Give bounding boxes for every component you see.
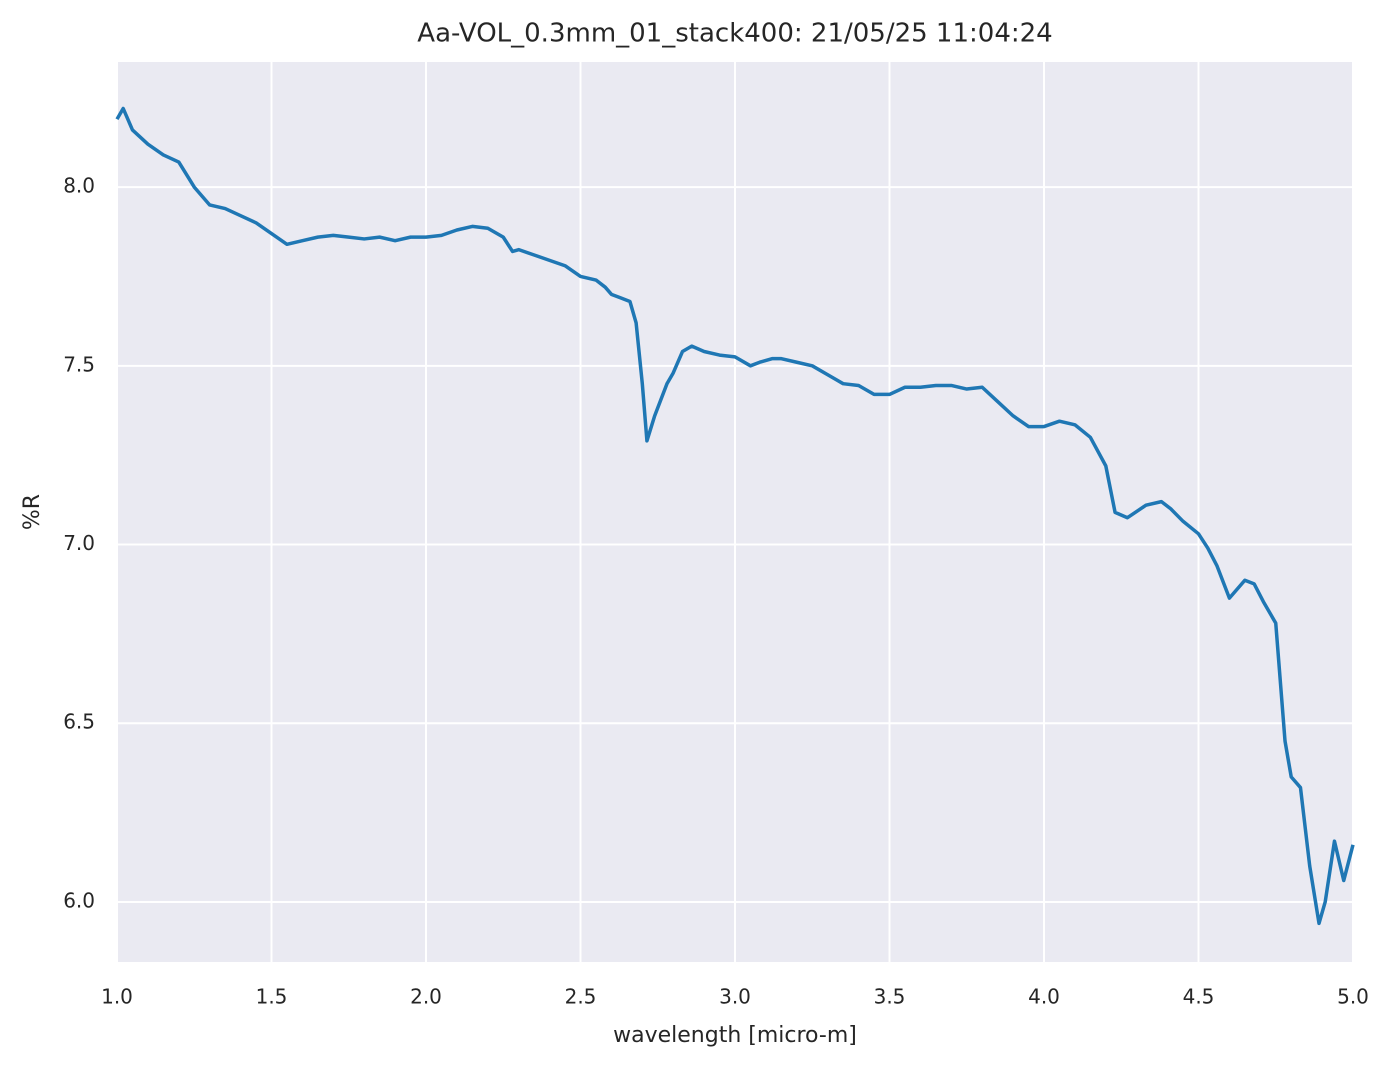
y-tick-label: 6.0 [63,888,95,912]
y-tick-label: 7.5 [63,352,95,376]
x-tick-label: 3.0 [719,985,751,1009]
y-tick-label: 6.5 [63,710,95,734]
data-line [115,106,1355,926]
chart-title: Aa-VOL_0.3mm_01_stack400: 21/05/25 11:04… [417,19,1052,49]
x-axis-label: wavelength [micro-m] [613,1023,857,1048]
x-tick-label: 3.5 [874,985,906,1009]
x-tick-label: 1.5 [256,985,288,1009]
y-axis-label: %R [20,494,45,530]
x-tick-label: 4.0 [1028,985,1060,1009]
x-tick-label: 4.5 [1183,985,1215,1009]
x-tick-label: 5.0 [1337,985,1369,1009]
y-tick-label: 8.0 [63,174,95,198]
y-tick-label: 7.0 [63,531,95,555]
x-tick-label: 2.5 [565,985,597,1009]
x-tick-label: 2.0 [410,985,442,1009]
x-tick-label: 1.0 [101,985,133,1009]
